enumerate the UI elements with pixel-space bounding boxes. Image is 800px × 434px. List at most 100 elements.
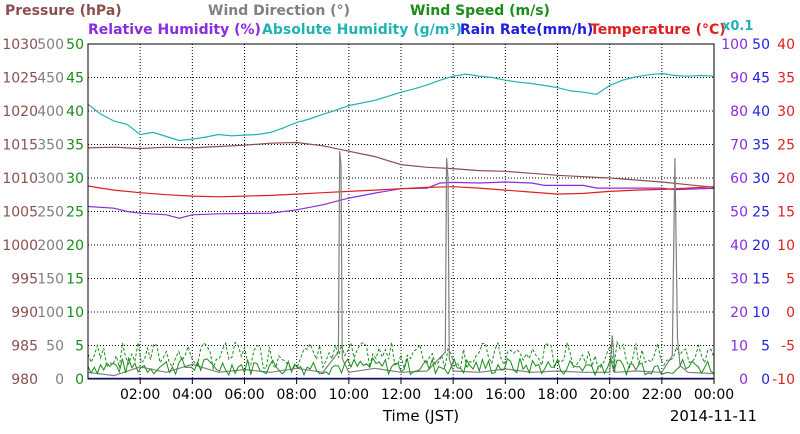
left-axis-0-tick: 985 [11, 339, 38, 355]
left-axis-2-tick: 10 [66, 305, 84, 321]
x-tick-label: 22:00 [642, 387, 682, 403]
series-line-pressure-hpa [87, 141, 715, 188]
left-axis-2-tick: 0 [75, 372, 84, 388]
left-axis-1-tick: 350 [37, 138, 64, 154]
right-axis-0-tick: 90 [730, 71, 748, 87]
right-axis-2-tick: 30 [777, 104, 795, 120]
x-tick-label: 00:00 [694, 387, 734, 403]
left-axis-2-tick: 30 [66, 171, 84, 187]
left-axis-0-tick: 1030 [2, 37, 38, 53]
right-axis-1-tick: 15 [752, 272, 770, 288]
left-axis-0-tick: 1010 [2, 171, 38, 187]
x-tick-label: 12:00 [381, 387, 421, 403]
right-axis-2-tick: -5 [781, 339, 795, 355]
right-axis-0-tick: 100 [721, 37, 748, 53]
right-axis-0-tick: 10 [730, 339, 748, 355]
left-axis-0-tick: 1025 [2, 71, 38, 87]
series-line-absolute-humidity-g-m [87, 72, 715, 142]
left-axis-0-tick: 1000 [2, 238, 38, 254]
multiplier-label: x0.1 [722, 19, 753, 34]
left-axis-2-tick: 45 [66, 71, 84, 87]
left-axis-1-tick: 150 [37, 272, 64, 288]
left-axis-2-tick: 20 [66, 238, 84, 254]
legend-top-item-0: Pressure (hPa) [5, 3, 122, 19]
right-axis-0-tick: 20 [730, 305, 748, 321]
left-axis-1-tick: 50 [46, 339, 64, 355]
legend-top: Pressure (hPa) Wind Direction (°) Wind Spe… [5, 3, 550, 19]
x-tick-label: 10:00 [329, 387, 369, 403]
legend-top-item-1: Wind Direction (°) [208, 3, 350, 19]
left-axis-1-tick: 300 [37, 171, 64, 187]
left-axis-2-tick: 35 [66, 138, 84, 154]
series-line-wind-gust [87, 340, 715, 371]
legend-bottom-item-1: Absolute Humidity (g/m³) [262, 22, 462, 38]
legend-bottom: Relative Humidity (%) Absolute Humidity (… [88, 22, 726, 38]
left-axis-1-tick: 400 [37, 104, 64, 120]
right-axis-1-tick: 40 [752, 104, 770, 120]
right-axis-1-tick: 30 [752, 171, 770, 187]
x-tick-label: 02:00 [120, 387, 160, 403]
right-axis-0-tick: 40 [730, 238, 748, 254]
date-label: 2014-11-11 [670, 407, 757, 425]
left-axis-1-tick: 250 [37, 205, 64, 221]
left-axes: 1030102510201015101010051000995990985980… [2, 37, 84, 388]
right-axis-2-tick: 15 [777, 205, 795, 221]
x-tick-label: 14:00 [433, 387, 473, 403]
right-axis-0-tick: 80 [730, 104, 748, 120]
right-axis-0-tick: 30 [730, 272, 748, 288]
right-axis-2-tick: 0 [786, 305, 795, 321]
legend-bottom-item-3: Temperature (°C) [590, 22, 726, 38]
left-axis-0-tick: 990 [11, 305, 38, 321]
x-axis-label: Time (JST) [382, 407, 459, 425]
right-axis-2-tick: 10 [777, 238, 795, 254]
left-axis-2-tick: 40 [66, 104, 84, 120]
left-axis-1-tick: 200 [37, 238, 64, 254]
plot-grid [88, 44, 714, 379]
right-axis-1-tick: 5 [761, 339, 770, 355]
left-axis-2-tick: 5 [75, 339, 84, 355]
legend-bottom-item-0: Relative Humidity (%) [88, 22, 261, 38]
left-axis-0-tick: 1015 [2, 138, 38, 154]
left-axis-0-tick: 1020 [2, 104, 38, 120]
x-tick-label: 08:00 [276, 387, 316, 403]
left-axis-1-tick: 0 [55, 372, 64, 388]
right-axis-1-tick: 10 [752, 305, 770, 321]
right-axis-2-tick: 35 [777, 71, 795, 87]
series-line-temperature-c [87, 185, 715, 198]
right-axis-1-tick: 35 [752, 138, 770, 154]
x-tick-label: 04:00 [172, 387, 212, 403]
left-axis-0-tick: 980 [11, 372, 38, 388]
legend-bottom-item-2: Rain Rate(mm/h) [460, 22, 593, 38]
left-axis-1-tick: 100 [37, 305, 64, 321]
right-axis-2-tick: -10 [772, 372, 795, 388]
right-axis-1-tick: 20 [752, 238, 770, 254]
left-axis-2-tick: 25 [66, 205, 84, 221]
right-axis-1-tick: 25 [752, 205, 770, 221]
right-axis-2-tick: 40 [777, 37, 795, 53]
right-axis-2-tick: 5 [786, 272, 795, 288]
x-tick-label: 16:00 [485, 387, 525, 403]
right-axis-0-tick: 60 [730, 171, 748, 187]
right-axis-0-tick: 70 [730, 138, 748, 154]
right-axis-2-tick: 25 [777, 138, 795, 154]
left-axis-0-tick: 1005 [2, 205, 38, 221]
right-axis-2-tick: 20 [777, 171, 795, 187]
series-line-wind-speed [87, 356, 715, 377]
right-axes: 1009080706050403020100504540353025201510… [721, 37, 795, 388]
legend-top-item-2: Wind Speed (m/s) [410, 3, 550, 19]
series-layer [87, 72, 715, 379]
series-line-relative-humidity [87, 181, 715, 219]
left-axis-2-tick: 50 [66, 37, 84, 53]
left-axis-0-tick: 995 [11, 272, 38, 288]
right-axis-1-tick: 45 [752, 71, 770, 87]
x-tick-label: 18:00 [537, 387, 577, 403]
x-axis: 02:00 04:00 06:00 08:00 10:00 12:00 14:00 16:00… [120, 379, 734, 403]
right-axis-0-tick: 50 [730, 205, 748, 221]
series-line-wind-direction [87, 151, 715, 377]
x-tick-label: 06:00 [224, 387, 264, 403]
left-axis-1-tick: 500 [37, 37, 64, 53]
left-axis-1-tick: 450 [37, 71, 64, 87]
left-axis-2-tick: 15 [66, 272, 84, 288]
x-tick-label: 20:00 [589, 387, 629, 403]
